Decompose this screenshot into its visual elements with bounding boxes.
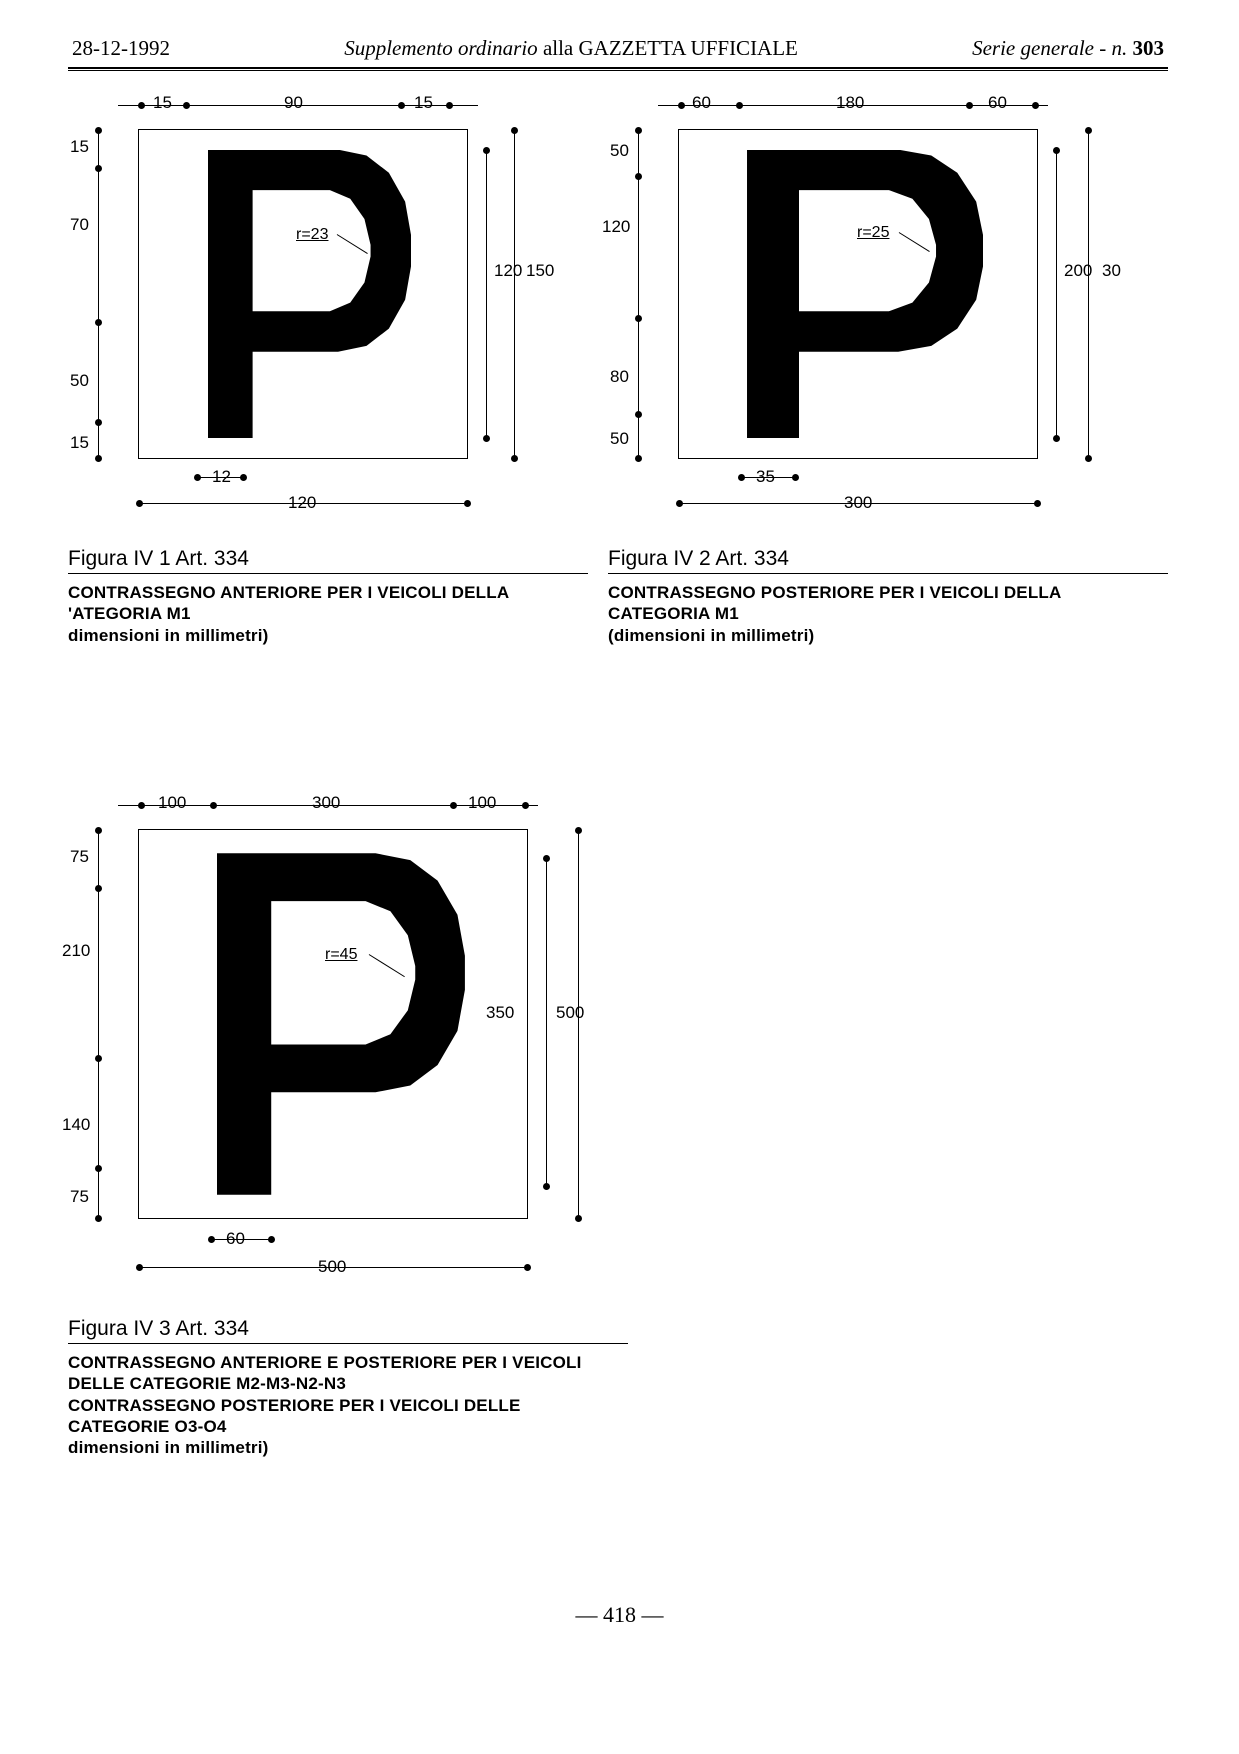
f3-radius: r=45 (323, 946, 359, 964)
f3-top-left: 100 (158, 793, 186, 813)
f3-left-1: 75 (70, 847, 89, 867)
f1-left-2: 70 (70, 215, 89, 235)
header-rule (68, 67, 1168, 71)
f1-top-right: 15 (414, 93, 433, 113)
f2-left-1: 50 (610, 141, 629, 161)
f2-left-2: 120 (602, 217, 630, 237)
f2-top-mid: 180 (836, 93, 864, 113)
f1-left-4: 15 (70, 433, 89, 453)
figure-1-desc: CONTRASSEGNO ANTERIORE PER I VEICOLI DEL… (68, 582, 588, 646)
f1-radius: r=23 (294, 226, 330, 244)
f3-bottom-total: 500 (318, 1257, 346, 1277)
figure-3-diagram: 100 300 100 r=45 75 210 140 75 (68, 799, 628, 1309)
figure-2-title: Figura IV 2 Art. 334 (608, 547, 1168, 571)
figure-1-diagram: 15 90 15 r=23 15 70 50 15 (68, 99, 588, 539)
f2-bottom-total: 300 (844, 493, 872, 513)
f1-left-3: 50 (70, 371, 89, 391)
figure-3: 100 300 100 r=45 75 210 140 75 (68, 799, 628, 1458)
f2-right-1: 200 (1064, 261, 1092, 281)
header-date: 28-12-1992 (72, 36, 170, 61)
f3-left-2: 210 (62, 941, 90, 961)
figure-3-desc: CONTRASSEGNO ANTERIORE E POSTERIORE PER … (68, 1352, 628, 1458)
f2-left-3: 80 (610, 367, 629, 387)
figure-3-title: Figura IV 3 Art. 334 (68, 1317, 628, 1341)
f2-right-2: 30 (1102, 261, 1121, 281)
f1-bottom-stem: 12 (212, 467, 231, 487)
f3-left-4: 75 (70, 1187, 89, 1207)
f2-bottom-stem: 35 (756, 467, 775, 487)
f1-right-2: 150 (526, 261, 554, 281)
f1-sign-box: r=23 (138, 129, 468, 459)
f2-left-4: 50 (610, 429, 629, 449)
f3-sign-box: r=45 (138, 829, 528, 1219)
f2-radius: r=25 (855, 224, 891, 242)
page-header: 28-12-1992 Supplemento ordinario alla GA… (68, 36, 1168, 67)
figure-2: 60 180 60 r=25 50 120 80 50 (608, 99, 1168, 646)
f1-bottom-total: 120 (288, 493, 316, 513)
f1-top-mid: 90 (284, 93, 303, 113)
f3-top-right: 100 (468, 793, 496, 813)
figure-2-desc: CONTRASSEGNO POSTERIORE PER I VEICOLI DE… (608, 582, 1168, 646)
f3-right-1: 350 (486, 1003, 514, 1023)
f1-top-left: 15 (153, 93, 172, 113)
letter-p-icon (208, 150, 411, 439)
f3-top-mid: 300 (312, 793, 340, 813)
header-title: Supplemento ordinario alla GAZZETTA UFFI… (344, 36, 798, 61)
header-series: Serie generale - n. 303 (972, 36, 1164, 61)
page-number: — 418 — (0, 1602, 1239, 1628)
f2-top-left: 60 (692, 93, 711, 113)
f3-right-2: 500 (556, 1003, 584, 1023)
letter-p-icon (747, 150, 983, 439)
f1-left-1: 15 (70, 137, 89, 157)
f3-left-3: 140 (62, 1115, 90, 1135)
f2-top-right: 60 (988, 93, 1007, 113)
figure-1-title: Figura IV 1 Art. 334 (68, 547, 588, 571)
figure-2-diagram: 60 180 60 r=25 50 120 80 50 (608, 99, 1168, 539)
figure-1: 15 90 15 r=23 15 70 50 15 (68, 99, 588, 646)
f2-sign-box: r=25 (678, 129, 1038, 459)
f1-right-1: 120 (494, 261, 522, 281)
letter-p-icon (217, 853, 465, 1194)
f3-bottom-stem: 60 (226, 1229, 245, 1249)
